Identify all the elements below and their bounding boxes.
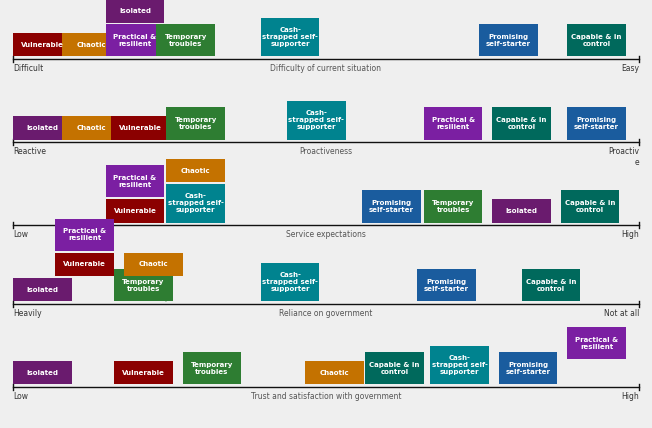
Text: Easy: Easy [621, 64, 639, 73]
Text: Chaotic: Chaotic [76, 42, 106, 48]
Text: High: High [621, 230, 639, 239]
Text: Trust and satisfaction with government: Trust and satisfaction with government [251, 392, 401, 401]
Text: Practical &
resilient: Practical & resilient [113, 34, 156, 47]
Text: Low: Low [13, 230, 28, 239]
Text: Practical &
resilient: Practical & resilient [575, 336, 618, 350]
Text: Cash-
strapped self-
supporter: Cash- strapped self- supporter [168, 193, 224, 213]
FancyBboxPatch shape [13, 116, 72, 140]
FancyBboxPatch shape [424, 190, 482, 223]
Text: Capable & in
control: Capable & in control [571, 34, 622, 47]
Text: Cash-
strapped self-
supporter: Cash- strapped self- supporter [288, 110, 344, 130]
Text: Cash-
strapped self-
supporter: Cash- strapped self- supporter [262, 27, 318, 47]
Text: Difficult: Difficult [13, 64, 43, 73]
Text: Proactiv
e: Proactiv e [608, 147, 639, 166]
Text: Heavily: Heavily [13, 309, 42, 318]
Text: Promising
self-starter: Promising self-starter [486, 34, 531, 47]
FancyBboxPatch shape [106, 199, 164, 223]
Text: Isolated: Isolated [26, 125, 59, 131]
Text: Cash-
strapped self-
supporter: Cash- strapped self- supporter [262, 272, 318, 292]
Text: Proactiveness: Proactiveness [299, 147, 353, 156]
Text: Capable & in
control: Capable & in control [565, 200, 615, 213]
FancyBboxPatch shape [561, 190, 619, 223]
FancyBboxPatch shape [430, 346, 489, 384]
Text: Practical &
resilient: Practical & resilient [113, 175, 156, 188]
Text: Practical &
resilient: Practical & resilient [432, 117, 475, 130]
Text: High: High [621, 392, 639, 401]
FancyBboxPatch shape [287, 101, 346, 140]
FancyBboxPatch shape [55, 219, 114, 251]
FancyBboxPatch shape [499, 352, 557, 384]
Text: Practical &
resilient: Practical & resilient [63, 228, 106, 241]
FancyBboxPatch shape [261, 18, 319, 56]
Text: Temporary
troubles: Temporary troubles [123, 279, 164, 292]
Text: Vulnerable: Vulnerable [122, 369, 165, 376]
FancyBboxPatch shape [106, 24, 164, 56]
Text: Isolated: Isolated [505, 208, 538, 214]
Text: Capable & in
control: Capable & in control [369, 362, 420, 375]
Text: Temporary
troubles: Temporary troubles [175, 117, 216, 130]
Text: Temporary
troubles: Temporary troubles [191, 362, 233, 375]
Text: Promising
self-starter: Promising self-starter [574, 117, 619, 130]
FancyBboxPatch shape [13, 361, 72, 384]
FancyBboxPatch shape [492, 107, 551, 140]
Text: Reliance on government: Reliance on government [279, 309, 373, 318]
Text: Low: Low [13, 392, 28, 401]
FancyBboxPatch shape [567, 107, 626, 140]
Text: Cash-
strapped self-
supporter: Cash- strapped self- supporter [432, 355, 488, 375]
Text: Temporary
troubles: Temporary troubles [432, 200, 474, 213]
Text: Promising
self-starter: Promising self-starter [505, 362, 551, 375]
FancyBboxPatch shape [567, 327, 626, 359]
Text: Vulnerable: Vulnerable [119, 125, 162, 131]
FancyBboxPatch shape [424, 107, 482, 140]
FancyBboxPatch shape [114, 269, 173, 301]
Text: Promising
self-starter: Promising self-starter [368, 200, 414, 213]
Text: Capable & in
control: Capable & in control [496, 117, 547, 130]
FancyBboxPatch shape [106, 165, 164, 197]
FancyBboxPatch shape [55, 253, 114, 276]
Text: Difficulty of current situation: Difficulty of current situation [271, 64, 381, 73]
Text: Chaotic: Chaotic [76, 125, 106, 131]
Text: Chaotic: Chaotic [319, 369, 349, 376]
Text: Reactive: Reactive [13, 147, 46, 156]
FancyBboxPatch shape [365, 352, 424, 384]
FancyBboxPatch shape [362, 190, 421, 223]
FancyBboxPatch shape [166, 107, 225, 140]
Text: Isolated: Isolated [119, 8, 151, 14]
Text: Vulnerable: Vulnerable [21, 42, 64, 48]
FancyBboxPatch shape [166, 184, 225, 223]
FancyBboxPatch shape [417, 269, 476, 301]
FancyBboxPatch shape [261, 263, 319, 301]
FancyBboxPatch shape [106, 0, 164, 23]
FancyBboxPatch shape [305, 361, 364, 384]
FancyBboxPatch shape [111, 116, 170, 140]
FancyBboxPatch shape [567, 24, 626, 56]
FancyBboxPatch shape [114, 361, 173, 384]
FancyBboxPatch shape [183, 352, 241, 384]
FancyBboxPatch shape [156, 24, 215, 56]
Text: Temporary
troubles: Temporary troubles [165, 34, 207, 47]
FancyBboxPatch shape [479, 24, 538, 56]
Text: Not at all: Not at all [604, 309, 639, 318]
Text: Vulnerable: Vulnerable [113, 208, 156, 214]
FancyBboxPatch shape [124, 253, 183, 276]
FancyBboxPatch shape [62, 33, 121, 56]
Text: Vulnerable: Vulnerable [63, 261, 106, 268]
Text: Isolated: Isolated [26, 286, 59, 293]
FancyBboxPatch shape [13, 33, 72, 56]
FancyBboxPatch shape [522, 269, 580, 301]
FancyBboxPatch shape [166, 159, 225, 182]
FancyBboxPatch shape [13, 278, 72, 301]
Text: Chaotic: Chaotic [138, 261, 168, 268]
Text: Isolated: Isolated [26, 369, 59, 376]
FancyBboxPatch shape [492, 199, 551, 223]
Text: Chaotic: Chaotic [181, 167, 211, 174]
Text: Capable & in
control: Capable & in control [526, 279, 576, 292]
FancyBboxPatch shape [62, 116, 121, 140]
Text: Promising
self-starter: Promising self-starter [424, 279, 469, 292]
Text: Service expectations: Service expectations [286, 230, 366, 239]
